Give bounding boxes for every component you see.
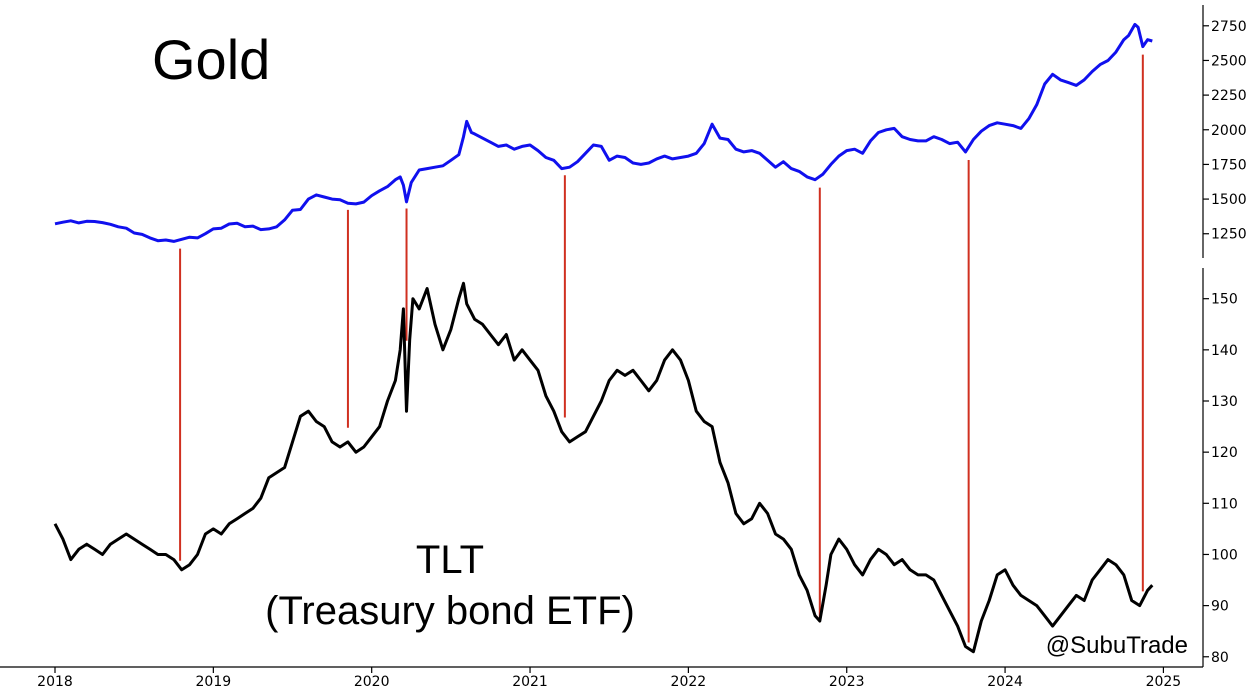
chart-axes	[0, 5, 1204, 668]
x-tick-label: 2021	[512, 674, 548, 690]
y-tick-label: 1750	[1211, 157, 1247, 173]
x-tick-label: 2025	[1146, 674, 1182, 690]
gold-y-axis-ticks: 1250 1500 1750 2000 2250 2500 2750	[1203, 19, 1247, 243]
gold-annotation: Gold	[152, 28, 270, 91]
x-axis-ticks: 2018 2019 2020 2021 2022 2023 2024 2025	[37, 667, 1181, 690]
y-tick-label: 120	[1211, 445, 1238, 461]
x-tick-label: 2022	[671, 674, 707, 690]
x-tick-label: 2020	[354, 674, 390, 690]
x-tick-label: 2023	[829, 674, 865, 690]
y-tick-label: 1500	[1211, 192, 1247, 208]
y-tick-label: 80	[1211, 650, 1229, 666]
y-tick-label: 2250	[1211, 88, 1247, 104]
x-tick-label: 2019	[196, 674, 232, 690]
y-tick-label: 2750	[1211, 19, 1247, 35]
y-tick-label: 2000	[1211, 123, 1247, 139]
x-tick-label: 2018	[37, 674, 73, 690]
tlt-y-axis-ticks: 80 90 100 110 120 130 140 150	[1203, 292, 1238, 666]
event-lines	[179, 54, 1144, 643]
x-tick-label: 2024	[987, 674, 1023, 690]
tlt-annotation-line-1: TLT	[416, 538, 484, 582]
series-line-gold	[54, 22, 1153, 243]
series-line-tlt	[53, 281, 1154, 654]
y-tick-label: 1250	[1211, 227, 1247, 243]
y-tick-label: 90	[1211, 599, 1229, 615]
y-tick-label: 110	[1211, 496, 1238, 512]
y-tick-label: 100	[1211, 547, 1238, 563]
credit-text: @SubuTrade	[1046, 632, 1188, 659]
tlt-annotation-line-2: (Treasury bond ETF)	[265, 589, 635, 633]
y-tick-label: 150	[1211, 292, 1238, 308]
y-tick-label: 2500	[1211, 53, 1247, 69]
y-tick-label: 140	[1211, 343, 1238, 359]
y-tick-label: 130	[1211, 394, 1238, 410]
